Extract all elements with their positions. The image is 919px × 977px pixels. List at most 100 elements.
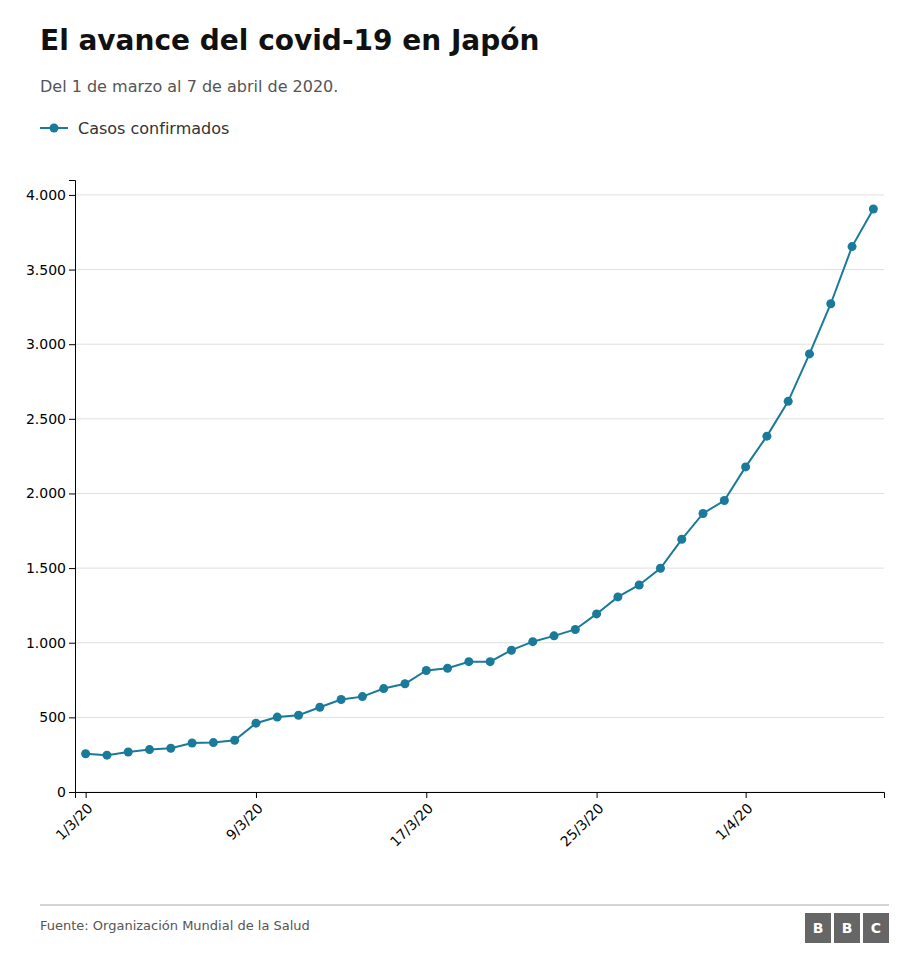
x-tick: 9/3/20	[223, 792, 266, 843]
y-tick-mark	[69, 344, 75, 345]
point	[784, 397, 793, 406]
point	[507, 646, 516, 655]
logo-box	[863, 913, 889, 943]
y-tick-mark	[69, 270, 75, 271]
title: El avance del covid-19 en Japón	[40, 24, 539, 57]
x-tick-mark	[597, 792, 598, 798]
x-tick: 1/4/20	[712, 792, 755, 843]
x-tick-label: 1/3/20	[52, 800, 95, 843]
y-tick-mark	[69, 493, 75, 494]
tspan: B	[813, 920, 824, 936]
point	[699, 509, 708, 518]
point	[379, 684, 388, 693]
point	[613, 592, 622, 601]
y-tick-mark	[69, 792, 75, 793]
grid	[75, 195, 884, 792]
y-tick-label: 1.000	[26, 635, 66, 651]
x-tick-label: 25/3/20	[557, 800, 606, 849]
point	[102, 751, 111, 760]
y-axis: 0 500 1.000 1.500 2.000 2.500 3.000 3.500 4.000	[26, 181, 76, 800]
point	[358, 692, 367, 701]
x-tick-mark	[86, 792, 87, 798]
grid-line	[75, 642, 884, 643]
y-tick: 4.000	[26, 187, 75, 203]
point	[720, 496, 729, 505]
y-tick: 1.000	[26, 635, 75, 651]
point	[528, 637, 537, 646]
point	[209, 738, 218, 747]
point	[635, 580, 644, 589]
chart: El avance del covid-19 en Japón Del 1 de …	[0, 0, 919, 977]
point	[166, 744, 175, 753]
point	[188, 739, 197, 748]
grid-line	[75, 344, 884, 345]
point	[145, 745, 154, 754]
point	[762, 432, 771, 441]
legend-marker	[50, 124, 59, 133]
x-tick-label: 17/3/20	[387, 800, 436, 849]
y-tick: 3.000	[26, 336, 75, 352]
y-tick-label: 2.500	[26, 411, 66, 427]
point	[592, 609, 601, 618]
grid-line	[75, 418, 884, 419]
tspan: B	[842, 920, 853, 936]
logo-box	[805, 913, 831, 943]
grid-line	[75, 717, 884, 718]
point	[443, 664, 452, 673]
legend-item: Casos confirmados	[40, 119, 229, 138]
point	[571, 625, 580, 634]
point	[869, 204, 878, 213]
y-tick-label: 1.500	[26, 560, 66, 576]
logo-text: BBC	[813, 920, 881, 936]
x-tick: 17/3/20	[387, 792, 436, 850]
x-tick-label: 1/4/20	[712, 800, 755, 843]
y-tick-label: 4.000	[26, 187, 66, 203]
marks	[81, 204, 878, 759]
legend-label: Casos confirmados	[78, 119, 229, 138]
point	[550, 631, 559, 640]
y-tick-label: 0	[57, 784, 66, 800]
y-tick-label: 2.000	[26, 485, 66, 501]
point	[315, 703, 324, 712]
grid-line	[75, 568, 884, 569]
y-tick-label: 500	[39, 709, 66, 725]
grid-line	[75, 493, 884, 494]
grid-line	[75, 269, 884, 270]
line	[86, 209, 874, 755]
grid-line	[75, 194, 884, 195]
point	[124, 747, 133, 756]
y-tick: 3.500	[26, 262, 75, 278]
point	[337, 695, 346, 704]
y-tick-mark	[69, 717, 75, 718]
y-tick-label: 3.000	[26, 336, 66, 352]
point	[848, 242, 857, 251]
y-tick: 1.500	[26, 560, 75, 576]
legend: Casos confirmados	[40, 119, 229, 138]
y-tick-mark	[69, 195, 75, 196]
x-axis-line	[76, 793, 885, 799]
x-tick-mark	[746, 792, 747, 798]
point	[273, 713, 282, 722]
point	[251, 719, 260, 728]
y-tick: 2.000	[26, 485, 75, 501]
point	[400, 679, 409, 688]
logo-box	[834, 913, 860, 943]
point	[486, 657, 495, 666]
y-tick: 500	[39, 709, 75, 725]
separator	[40, 905, 889, 906]
point	[422, 666, 431, 675]
x-tick: 25/3/20	[557, 792, 606, 850]
subtitle: Del 1 de marzo al 7 de abril de 2020.	[40, 77, 338, 96]
x-tick: 1/3/20	[52, 792, 95, 843]
x-tick-mark	[256, 792, 257, 798]
y-tick: 0	[57, 784, 75, 800]
point	[826, 299, 835, 308]
y-tick-mark	[69, 643, 75, 644]
point	[81, 749, 90, 758]
y-tick-mark	[69, 419, 75, 420]
y-tick: 2.500	[26, 411, 75, 427]
x-axis: 1/3/20 9/3/20 17/3/20 25/3/20 1/4/20	[52, 792, 884, 850]
x-tick-label: 9/3/20	[223, 800, 266, 843]
y-axis-line	[69, 181, 76, 793]
logo: BBC	[805, 913, 889, 943]
